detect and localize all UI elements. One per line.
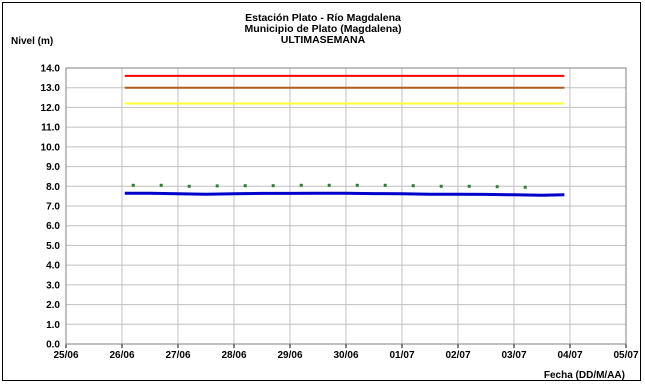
level-point — [411, 184, 415, 188]
x-tick-label: 25/06 — [53, 350, 78, 361]
y-tick-label: 12.0 — [41, 103, 61, 114]
level-point — [467, 184, 471, 188]
y-tick-label: 2.0 — [46, 300, 60, 311]
plot-area: 0.0 1.0 2.0 3.0 4.0 5.0 6.0 7.0 8.0 9.0 10.0 11.0 12… — [41, 64, 639, 362]
x-tick-label: 04/07 — [557, 350, 582, 361]
level-point — [523, 185, 527, 189]
x-tick-label: 27/06 — [165, 350, 190, 361]
x-tick-label: 28/06 — [221, 350, 246, 361]
level-point — [215, 184, 219, 188]
level-point — [355, 183, 359, 187]
level-point — [131, 183, 135, 187]
chart-title-line-3: ULTIMASEMANA — [281, 34, 366, 46]
y-tick-label: 9.0 — [46, 162, 60, 173]
y-tick-label: 14.0 — [41, 64, 61, 75]
y-tick-label: 11.0 — [41, 123, 60, 134]
x-tick-label: 03/07 — [501, 350, 526, 361]
y-tick-label: 4.0 — [46, 261, 60, 272]
chart-title-line-2: Municipio de Plato (Magdalena) — [245, 23, 402, 35]
y-tick-label: 0.0 — [46, 340, 60, 351]
y-tick-label: 8.0 — [46, 182, 60, 193]
y-tick-label: 10.0 — [41, 142, 61, 153]
y-tick-label: 6.0 — [46, 221, 60, 232]
x-tick-label: 30/06 — [333, 350, 358, 361]
level-point — [243, 184, 247, 188]
level-point — [271, 184, 275, 188]
chart-title-line-1: Estación Plato - Río Magdalena — [245, 12, 401, 24]
y-tick-label: 7.0 — [46, 202, 60, 213]
level-point — [439, 184, 443, 188]
level-point — [159, 183, 163, 187]
y-tick-label: 13.0 — [41, 83, 61, 94]
level-point — [327, 183, 331, 187]
x-tick-label: 29/06 — [277, 350, 302, 361]
plot-border — [65, 67, 627, 345]
level-series-line — [124, 191, 565, 197]
level-point — [299, 183, 303, 187]
level-point — [495, 185, 499, 189]
x-tick-label: 26/06 — [109, 350, 134, 361]
level-point — [383, 183, 387, 187]
x-tick-label: 02/07 — [445, 350, 470, 361]
y-axis-label: Nivel (m) — [11, 36, 53, 47]
level-point — [187, 184, 191, 188]
x-tick-label: 05/07 — [613, 350, 638, 361]
x-tick-label: 01/07 — [389, 350, 414, 361]
y-tick-label: 1.0 — [46, 320, 60, 331]
x-axis-label: Fecha (DD/M/AA) — [544, 370, 625, 381]
y-tick-label: 3.0 — [46, 280, 60, 291]
y-tick-label: 5.0 — [46, 241, 60, 252]
